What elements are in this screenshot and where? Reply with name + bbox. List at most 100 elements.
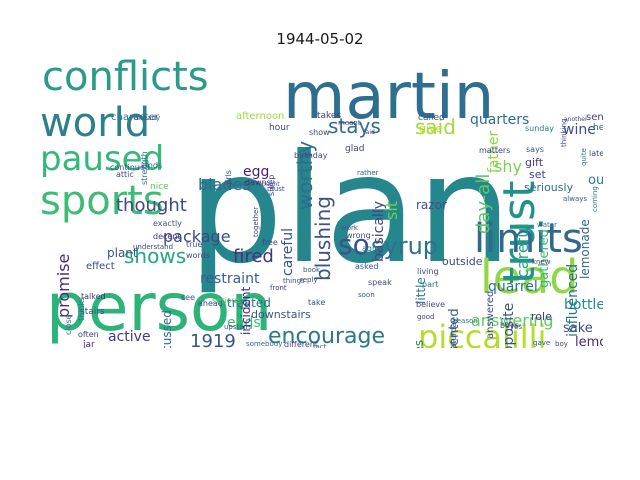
cloud-word: later [589,149,603,158]
cloud-word: hour [269,123,290,133]
cloud-word: jar [82,340,95,348]
cloud-word: strength [140,151,149,185]
cloud-word: shows [124,244,186,268]
cloud-word: water [537,221,557,229]
cloud-word: gathered [537,229,552,288]
cloud-word: close [64,314,73,335]
cloud-word: quite [580,148,588,166]
cloud-word: opposite [501,303,517,348]
cloud-word: words [186,251,210,260]
cloud-word: outside [442,255,483,268]
cloud-word: glad [345,144,364,154]
cloud-word: good [417,313,434,321]
cloud-word: role [531,310,552,323]
cloud-word: world [40,100,150,146]
cloud-word: true [186,240,202,249]
cloud-word: seriously [524,181,574,194]
cloud-word: takes [317,111,341,121]
cloud-word: ahead [198,299,223,308]
cloud-word: downstairs [251,308,311,321]
cloud-word: activities [412,340,426,348]
cloud-word: free [262,238,278,247]
cloud-word: help [593,123,603,133]
cloud-word: ends [227,315,261,331]
cloud-word: serious [212,296,241,305]
cloud-word: paused [40,139,164,179]
cloud-word: lemon [575,335,603,348]
cloud-word: influenced [565,264,581,337]
cloud-word: blushing [311,196,335,281]
cloud-word: dawns [245,178,271,187]
cloud-word: gift [525,156,544,169]
cloud-word: says [526,145,544,154]
cloud-word: different [284,340,318,348]
cloud-word: sensitive [112,346,161,348]
cloud-word: limits [474,216,583,262]
cloud-word: plant [107,246,138,260]
cloud-word: incident [239,287,253,335]
cloud-word: day-all [473,174,494,234]
cloud-word: give [419,122,443,135]
cloud-word: careful [280,228,296,276]
cloud-word: nice [150,182,169,192]
cloud-word: lemonade [578,219,592,279]
cloud-word: active [108,329,151,345]
cloud-word: said [415,115,456,139]
cloud-word: take [308,298,325,307]
cloud-word: outdoors [588,173,603,188]
cloud-word: see [181,293,195,302]
cloud-word: kinds [141,161,162,170]
cloud-word: conflicts [42,56,209,100]
cloud-word: boys [500,321,519,330]
cloud-word: talked [81,292,106,301]
cloud-word: effect [86,261,115,272]
cloud-word: quarrel [488,279,538,295]
cloud-word: together [252,207,260,237]
cloud-word: character [111,112,160,123]
cloud-word: so [338,228,370,261]
cloud-word: 1919 [190,331,236,348]
cloud-word: discussed [160,310,174,348]
cloud-word: often [78,330,99,339]
cloud-word: rather [357,169,379,177]
cloud-word: treated [227,296,271,310]
cloud-word: meant [338,119,361,127]
cloud-word: afternoon [236,111,284,122]
cloud-word: fact [313,343,327,348]
cloud-word: thought [116,195,187,216]
cloud-word: called [418,113,445,123]
cloud-word: understand [133,243,173,251]
cloud-word: another [564,116,588,123]
cloud-word: attic [116,170,134,179]
cloud-word: coming [591,186,599,212]
cloud-word: wine [563,122,596,138]
cloud-word: careful [513,223,532,278]
cloud-word: agreed [362,244,390,253]
cloud-word: believe [416,300,445,309]
cloud-word: work [341,224,359,232]
cloud-word: soon [358,291,375,299]
cloud-word: presented [447,308,462,348]
cloud-word: knew [532,258,551,266]
cloud-word: father [486,131,502,173]
cloud-word: blades [198,175,251,194]
cloud-word: bottle [564,297,603,313]
cloud-word: thinking [560,119,568,147]
cloud-word: sake [563,321,593,336]
cloud-word: always [563,195,587,203]
cloud-word: martin [283,60,494,134]
cloud-word: sensible [586,112,603,123]
cloud-word: thinks [77,297,86,321]
cloud-word: reason [454,317,478,325]
cloud-word: yes [510,323,522,331]
cloud-word: encourage [268,324,385,348]
cloud-word: worthy [293,141,317,210]
cloud-word: sports [40,178,164,224]
cloud-word: answering [471,311,554,330]
cloud-word: sunday [525,124,554,133]
chart-title: 1944-05-02 [276,30,364,48]
word-cloud: plan person martin conflicts world paused spor… [38,56,603,348]
cloud-word: little [414,277,428,304]
cloud-word: continued [110,163,150,172]
